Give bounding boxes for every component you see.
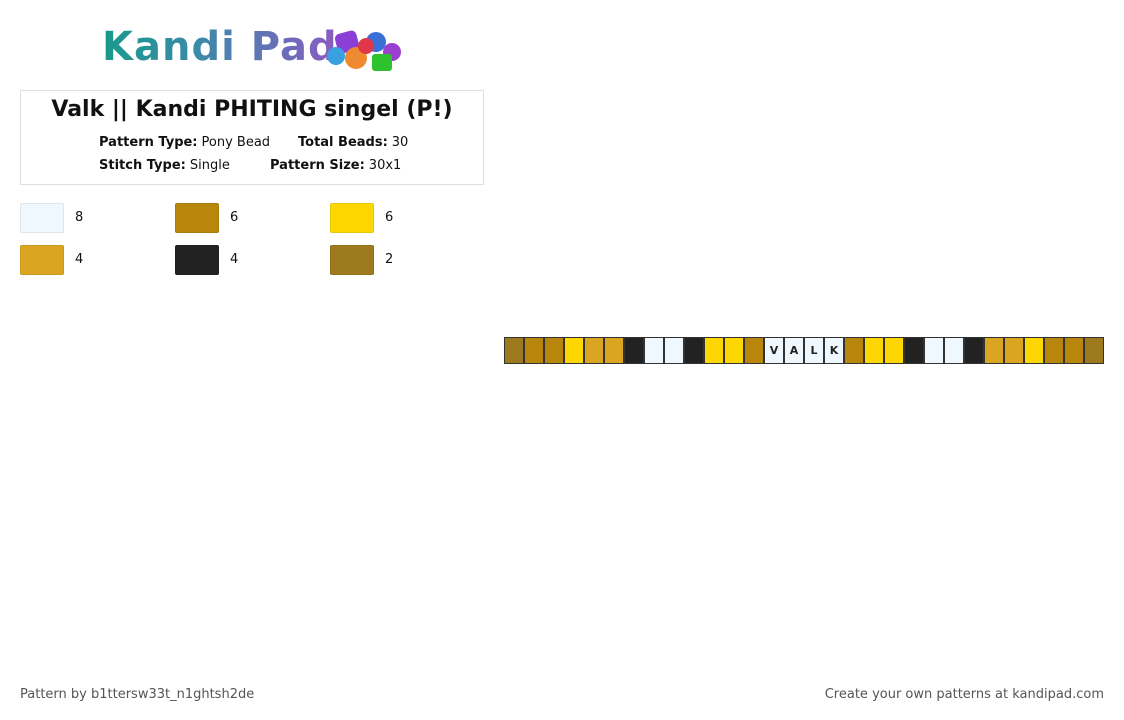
bead — [544, 337, 564, 364]
logo-text: Kandi Pad — [102, 24, 338, 70]
bead: V — [764, 337, 784, 364]
color-swatch — [330, 203, 374, 233]
color-count: 8 — [75, 210, 84, 225]
bead — [984, 337, 1004, 364]
bead — [924, 337, 944, 364]
logo-icon — [327, 30, 401, 71]
footer-credit: Pattern by b1ttersw33t_n1ghtsh2de — [20, 687, 255, 702]
color-count: 6 — [385, 210, 394, 225]
bead: K — [824, 337, 844, 364]
pattern-title: Valk || Kandi PHITING singel (P!) — [51, 97, 453, 122]
bead — [844, 337, 864, 364]
bead — [904, 337, 924, 364]
bead — [564, 337, 584, 364]
color-swatch — [20, 245, 64, 275]
color-swatch — [175, 245, 219, 275]
bead — [524, 337, 544, 364]
bead: L — [804, 337, 824, 364]
bead — [664, 337, 684, 364]
bead — [584, 337, 604, 364]
bead — [504, 337, 524, 364]
field-value: Single — [189, 158, 230, 173]
field-label: Stitch Type: — [99, 158, 186, 173]
color-swatch — [20, 203, 64, 233]
footer-link: Create your own patterns at kandipad.com — [824, 687, 1104, 702]
field-label: Pattern Size: — [270, 158, 365, 173]
info-box — [20, 90, 484, 185]
bead — [604, 337, 624, 364]
field-label: Total Beads: — [298, 135, 388, 150]
info-field: Total Beads: 30 — [298, 135, 408, 150]
color-count: 4 — [230, 252, 239, 267]
color-count: 2 — [385, 252, 394, 267]
bead — [1044, 337, 1064, 364]
bead — [704, 337, 724, 364]
bead — [644, 337, 664, 364]
bead — [944, 337, 964, 364]
bead — [724, 337, 744, 364]
color-swatch — [330, 245, 374, 275]
color-swatch — [175, 203, 219, 233]
info-field: Pattern Type: Pony Bead — [99, 135, 270, 150]
bead — [1084, 337, 1104, 364]
field-value: 30x1 — [368, 158, 402, 173]
bead: A — [784, 337, 804, 364]
bead — [884, 337, 904, 364]
bead — [1004, 337, 1024, 364]
info-field: Stitch Type: Single — [99, 158, 230, 173]
bead — [1064, 337, 1084, 364]
bead — [964, 337, 984, 364]
bead — [624, 337, 644, 364]
info-field: Pattern Size: 30x1 — [270, 158, 401, 173]
bead — [684, 337, 704, 364]
field-value: 30 — [391, 135, 409, 150]
field-value: Pony Bead — [201, 135, 271, 150]
color-count: 6 — [230, 210, 239, 225]
color-count: 4 — [75, 252, 84, 267]
bead — [1024, 337, 1044, 364]
bead — [864, 337, 884, 364]
bead — [744, 337, 764, 364]
field-label: Pattern Type: — [99, 135, 198, 150]
